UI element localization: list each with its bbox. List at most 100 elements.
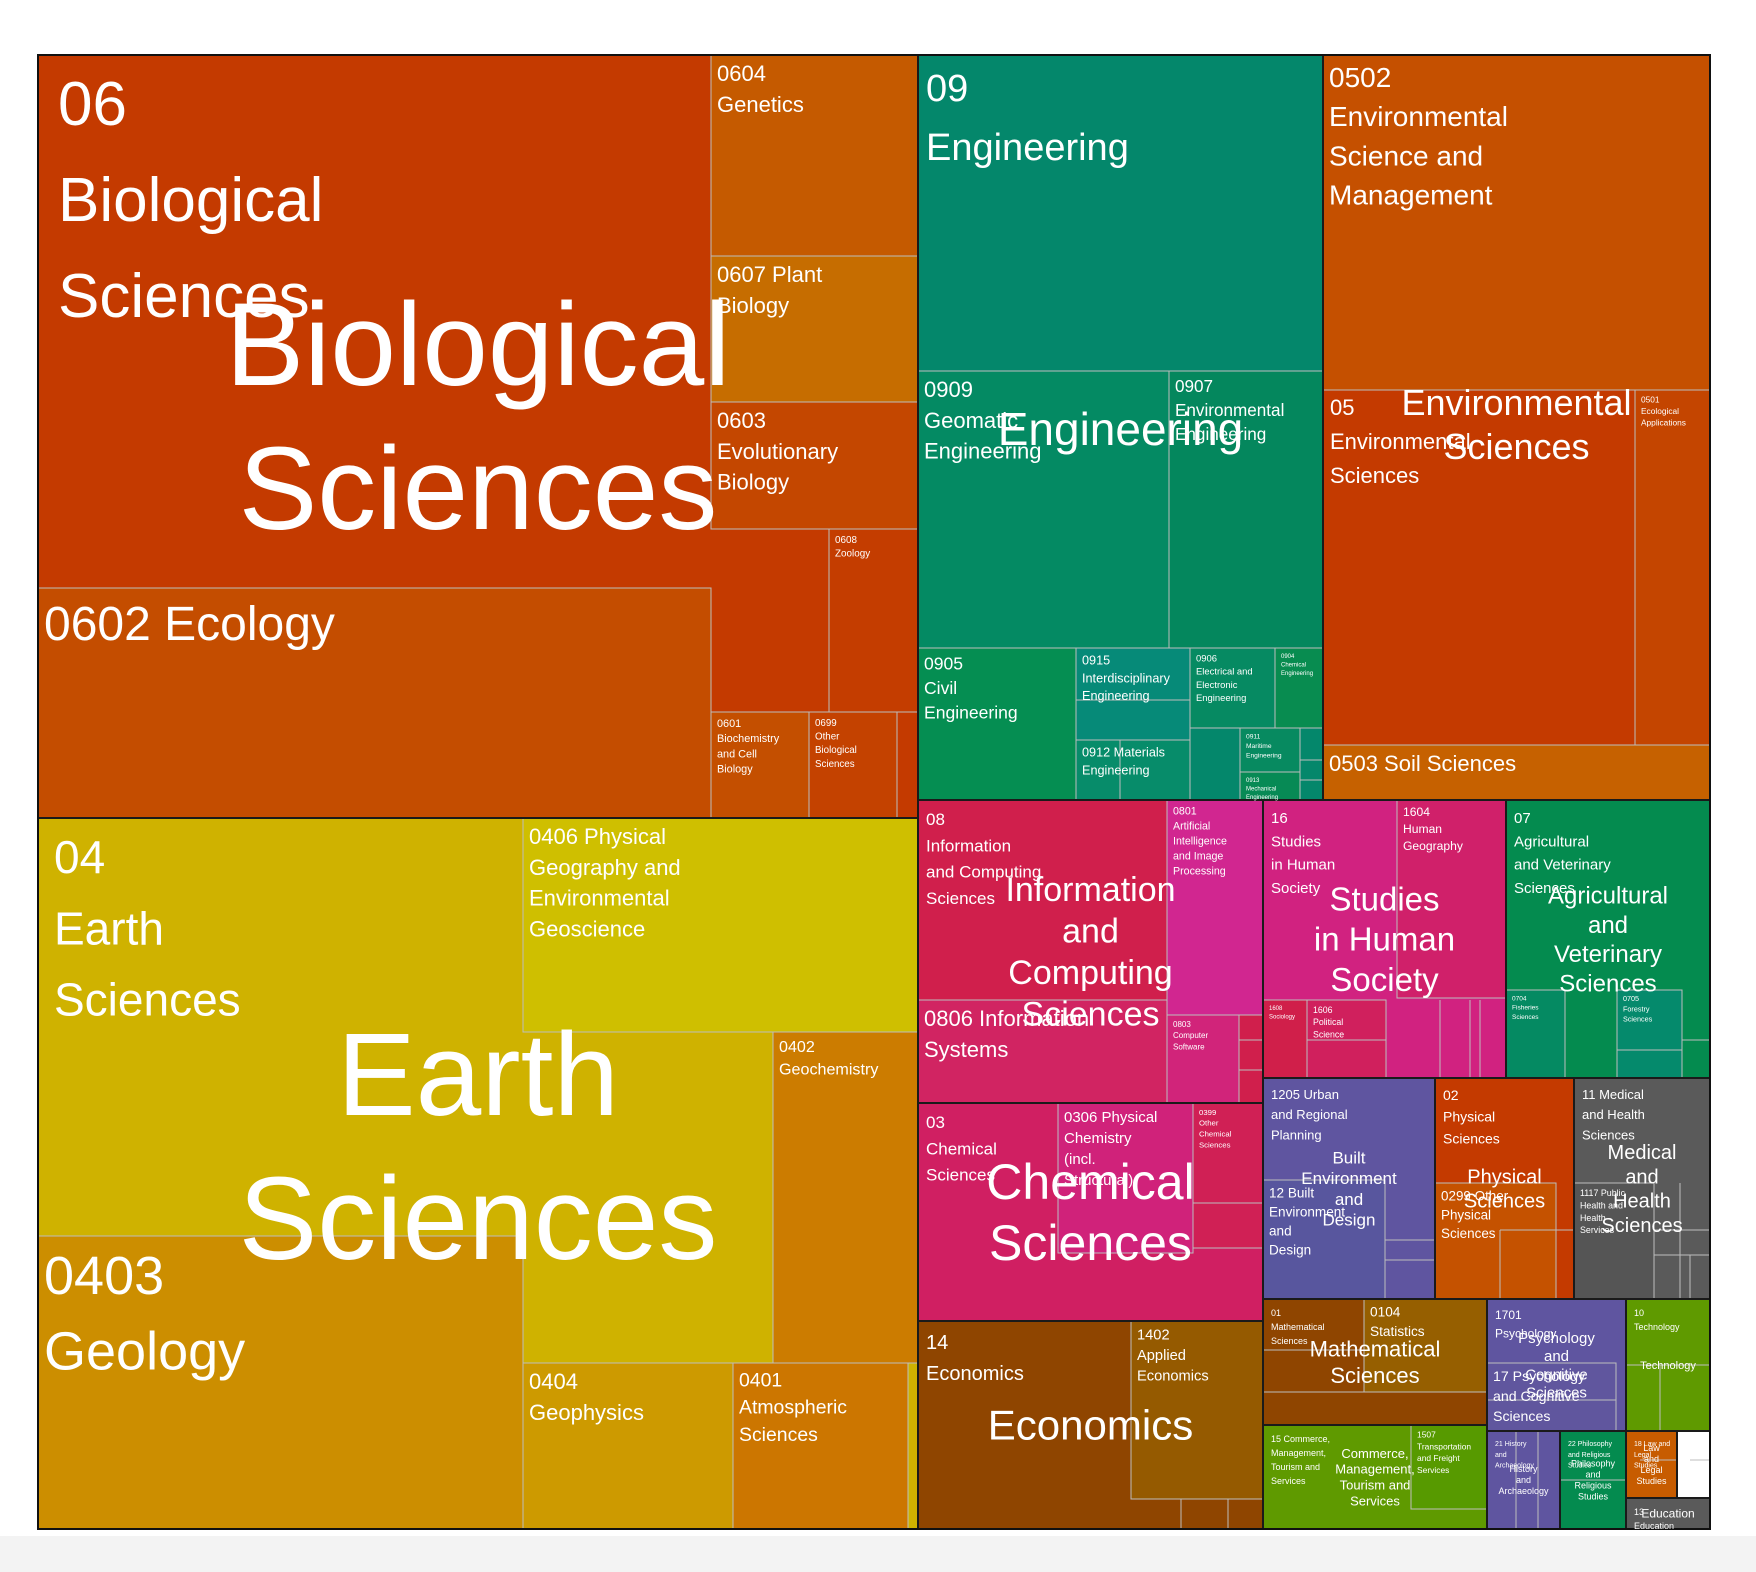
child-tile-16-0 — [1396, 799, 1507, 999]
child-tile-05-0 — [1322, 54, 1711, 391]
group-center-label-02: Physical Sciences — [1464, 1166, 1545, 1212]
child-label-16-2: 1606 Political Science — [1313, 1005, 1344, 1040]
child-label-08-0: 0801 Artificial Intelligence and Image Proce… — [1173, 806, 1227, 878]
group-tile-21 — [1486, 1430, 1561, 1530]
group-label-11: 11 Medical and Health Sciences — [1582, 1087, 1645, 1142]
group-label-21: 21 History and Archaeology — [1495, 1441, 1534, 1470]
child-tile-09-1 — [1168, 370, 1324, 649]
group-label-18: 18 Law and Legal Studies — [1634, 1441, 1670, 1470]
child-label-08-1: 0806 Information Systems — [924, 1006, 1089, 1062]
group-center-label-06: Biological Sciences — [225, 279, 730, 555]
group-label-16: 16 Studies in Human Society — [1271, 810, 1335, 897]
child-label-09-5: 0904 Chemical Engineering — [1281, 654, 1313, 677]
child-tile-09-3 — [1075, 647, 1191, 741]
group-label-13: 13 Education — [1634, 1507, 1674, 1531]
page-bottom-bar — [0, 1536, 1756, 1572]
group-center-label-09: Engineering — [998, 403, 1244, 455]
child-label-04-2: 0402 Geochemistry — [779, 1038, 879, 1079]
child-tile-09-6 — [1075, 739, 1191, 801]
group-label-15: 15 Commerce, Management, Tourism and Servic… — [1271, 1434, 1330, 1486]
child-tile-14-0 — [1130, 1320, 1264, 1500]
child-label-05-1: 0503 Soil Sciences — [1329, 751, 1516, 776]
group-label-04: 04 Earth Sciences — [54, 831, 241, 1026]
group-center-label-10: Technology — [1640, 1360, 1696, 1372]
treemap-frame — [37, 54, 1711, 1530]
child-tile-09-5 — [1274, 647, 1324, 729]
child-tile-04-1 — [37, 1235, 524, 1530]
group-label-08: 08 Information and Computing Sciences — [926, 810, 1041, 908]
child-tile-07-0 — [1505, 989, 1566, 1079]
child-label-06-2: 0607 Plant Biology — [717, 262, 822, 318]
child-label-06-0: 0602 Ecology — [44, 598, 335, 651]
group-label-17: 1701 Psychology — [1495, 1308, 1556, 1341]
group-center-label-15: Commerce, Management, Tourism and Services — [1335, 1446, 1415, 1509]
child-label-09-4: 0906 Electrical and Electronic Engineering — [1196, 653, 1253, 704]
child-label-06-1: 0604 Genetics — [717, 61, 804, 117]
group-label-10: 10 Technology — [1634, 1308, 1680, 1332]
group-label-01: 01 Mathematical Sciences — [1271, 1308, 1325, 1346]
group-label-12: 1205 Urban and Regional Planning — [1271, 1087, 1348, 1142]
child-tile-06-0 — [37, 587, 712, 819]
child-label-09-0: 0909 Geomatic Engineering — [924, 377, 1041, 464]
child-label-09-7: 0911 Maritime Engineering — [1246, 734, 1282, 760]
child-tile-02-0 — [1434, 1182, 1557, 1300]
group-tile-18 — [1625, 1430, 1678, 1499]
child-tile-08-0 — [1166, 799, 1264, 1016]
group-label-09: 09 Engineering — [926, 68, 1129, 169]
child-label-11-0: 1117 Public Health and Health Services — [1580, 1188, 1626, 1235]
group-center-label-04: Earth Sciences — [239, 1009, 718, 1285]
child-tile-08-1 — [917, 999, 1168, 1104]
child-tile-06-2 — [710, 255, 919, 403]
group-label-06: 06 Biological Sciences — [58, 70, 323, 331]
child-tile-07-1 — [1616, 989, 1683, 1079]
child-tile-04-3 — [522, 1362, 734, 1530]
child-label-04-0: 0406 Physical Geography and Environmental G… — [529, 824, 681, 941]
group-center-label-21: History and Archaeology — [1498, 1464, 1549, 1496]
child-label-04-4: 0401 Atmospheric Sciences — [739, 1369, 847, 1445]
child-tile-12-0 — [1262, 1179, 1386, 1300]
child-tile-06-6 — [808, 711, 898, 819]
group-label-07: 07 Agricultural and Veterinary Sciences — [1514, 810, 1611, 897]
group-center-label-22: Philosophy and Religious Studies — [1571, 1459, 1616, 1502]
group-center-label-13: Education — [1641, 1507, 1694, 1521]
group-center-label-18: Law and Legal Studies — [1636, 1443, 1667, 1486]
child-label-02-0: 0299 Other Physical Sciences — [1441, 1188, 1509, 1241]
child-label-07-0: 0704 Fisheries Sciences — [1512, 996, 1539, 1021]
child-label-06-5: 0601 Biochemistry and Cell Biology — [717, 718, 780, 776]
child-label-15-0: 1507 Transportation and Freight Services — [1417, 1429, 1471, 1474]
group-center-label-12: Built Environment and Design — [1301, 1148, 1397, 1229]
child-tile-01-0 — [1363, 1298, 1488, 1393]
child-tile-03-0 — [1057, 1102, 1194, 1254]
group-label-05: 05 Environmental Sciences — [1330, 395, 1471, 488]
child-label-14-0: 1402 Applied Economics — [1137, 1328, 1209, 1385]
child-tile-03-1 — [1192, 1102, 1264, 1249]
group-label-02: 02 Physical Sciences — [1443, 1087, 1500, 1146]
child-label-06-3: 0603 Evolutionary Biology — [717, 408, 838, 495]
group-label-03: 03 Chemical Sciences — [926, 1113, 997, 1185]
child-tile-08-2 — [1166, 1014, 1240, 1104]
child-tile-05-1 — [1322, 744, 1711, 801]
group-center-label-03: Chemical Sciences — [986, 1154, 1194, 1271]
group-tile-13 — [1625, 1497, 1711, 1530]
child-label-04-3: 0404 Geophysics — [529, 1369, 644, 1425]
child-label-12-0: 12 Built Environment and Design — [1269, 1186, 1345, 1258]
child-label-16-1: 1608 Sociology — [1269, 1006, 1295, 1020]
child-tile-04-0 — [522, 817, 919, 1033]
child-label-09-3: 0915 Interdisciplinary Engineering — [1082, 654, 1171, 703]
group-label-22: 22 Philosophy and Religious Studies — [1568, 1441, 1612, 1470]
child-label-16-0: 1604 Human Geography — [1403, 805, 1464, 853]
group-center-label-17: Psychology and Cognitive Sciences — [1518, 1330, 1595, 1402]
child-label-01-0: 0104 Statistics — [1370, 1305, 1425, 1339]
child-label-05-0: 0502 Environmental Science and Management — [1329, 62, 1508, 211]
group-center-label-08: Information and Computing Sciences — [1005, 871, 1175, 1033]
child-label-08-2: 0803 Computer Software — [1173, 1020, 1208, 1051]
child-tile-09-0 — [917, 370, 1170, 649]
child-tile-05-2 — [1634, 389, 1711, 746]
child-tile-04-2 — [772, 1031, 919, 1364]
group-center-label-11: Medical and Health Sciences — [1601, 1142, 1682, 1237]
group-center-label-05: Environmental Sciences — [1401, 382, 1631, 467]
child-tile-16-1 — [1262, 999, 1308, 1079]
child-label-03-1: 0399 Other Chemical Sciences — [1199, 1108, 1232, 1150]
group-label-14: 14 Economics — [926, 1332, 1024, 1385]
